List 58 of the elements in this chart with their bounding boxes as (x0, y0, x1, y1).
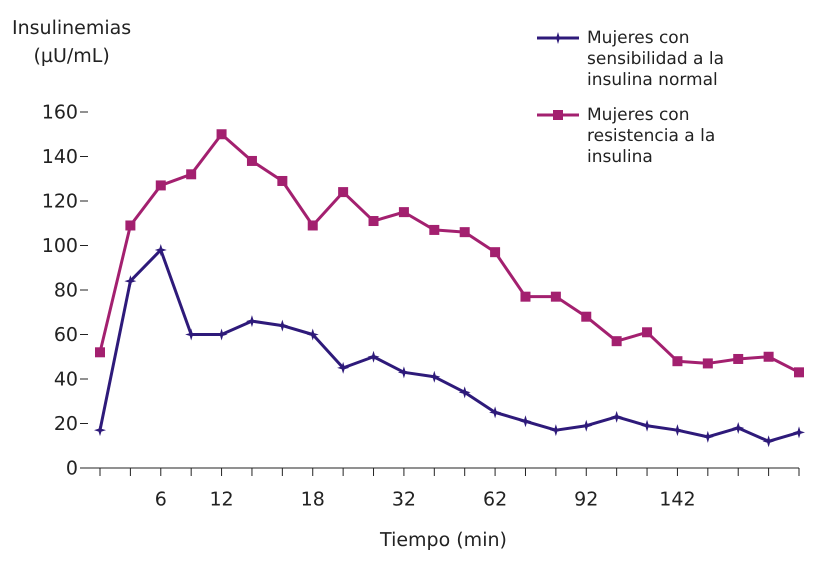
point (94, 424, 106, 436)
point (246, 156, 257, 166)
point (308, 220, 318, 230)
point (762, 435, 775, 448)
x-tick-label: 92 (574, 488, 598, 510)
point (794, 367, 804, 378)
point (186, 169, 196, 180)
point (520, 292, 530, 302)
x-axis-title: Tiempo (min) (379, 529, 507, 551)
point (550, 292, 561, 302)
y-axis-title: Insulinemias (µU/mL) (12, 16, 132, 69)
y-tick-label: 140 (42, 146, 78, 168)
x-tick-label: 142 (659, 488, 696, 510)
point (368, 216, 379, 226)
point (489, 406, 502, 418)
point (306, 328, 319, 340)
point (429, 224, 440, 235)
point (368, 350, 380, 363)
point (337, 362, 350, 374)
point (793, 426, 805, 438)
point (154, 244, 167, 256)
x-tick-label: 12 (209, 488, 234, 510)
point (398, 207, 409, 218)
point (733, 354, 744, 364)
point (338, 187, 348, 198)
point (519, 415, 532, 428)
point (672, 356, 682, 366)
x-tick-label: 18 (300, 488, 325, 510)
x-tick-label: 6 (154, 488, 167, 510)
point (125, 220, 136, 230)
point (124, 275, 136, 288)
y-tick-label: 0 (66, 458, 78, 480)
point (764, 352, 774, 362)
point (95, 347, 105, 358)
point (458, 386, 471, 398)
x-tick-label: 32 (392, 488, 416, 510)
point (277, 176, 288, 186)
point (216, 129, 227, 140)
y-tick-label: 20 (54, 413, 78, 436)
point (156, 180, 166, 190)
y-tick-label: 40 (54, 368, 78, 391)
point (460, 227, 470, 238)
point (490, 247, 500, 258)
point (702, 430, 714, 443)
point (610, 410, 623, 423)
point (732, 422, 744, 434)
point (581, 312, 592, 322)
point (612, 336, 622, 346)
legend-label: Mujeres con sensibilidad a la insulina normal (587, 28, 725, 91)
y-tick-label: 80 (54, 280, 78, 302)
y-tick-label: 60 (54, 324, 78, 346)
x-tick-label: 62 (482, 488, 508, 510)
y-tick-label: 100 (42, 235, 78, 258)
point (642, 327, 652, 338)
legend-label: Mujeres con resistencia a la insulina (587, 105, 716, 168)
y-tick-label: 160 (42, 102, 78, 124)
point (702, 358, 713, 368)
y-tick-label: 120 (42, 190, 78, 213)
